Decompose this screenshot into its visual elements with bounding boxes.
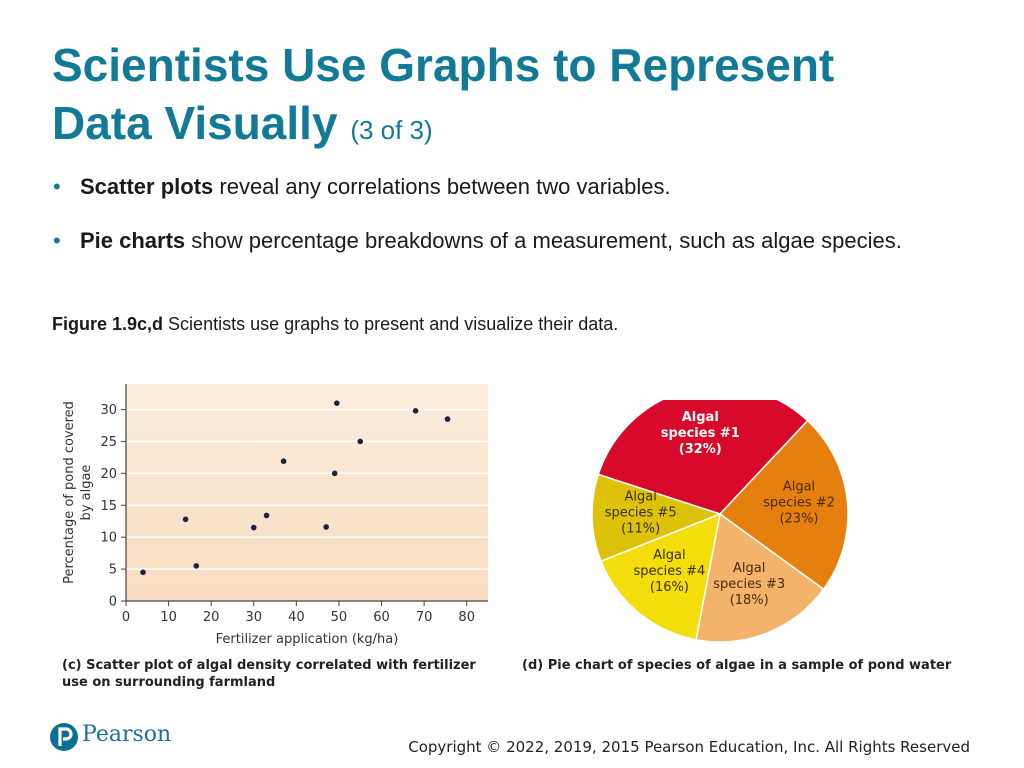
y-tick-label: 10 <box>100 531 117 546</box>
x-axis-label: Fertilizer application (kg/ha) <box>216 632 399 647</box>
scatter-point <box>412 408 419 414</box>
caption-scatter: (c) Scatter plot of algal density correl… <box>62 658 476 690</box>
scatter-point <box>323 524 329 530</box>
bullet-term: Pie charts <box>80 228 186 253</box>
caption-pie: (d) Pie chart of species of algae in a s… <box>522 658 952 673</box>
x-tick-label: 80 <box>458 610 475 625</box>
slide-title: Scientists Use Graphs to Represent Data … <box>52 36 972 159</box>
pie-slice-label: Algal species #4 (16%) <box>633 548 705 595</box>
slide-title-subtitle: (3 of 3) <box>350 115 433 145</box>
pie-slice-label: Algal species #3 (18%) <box>713 561 785 608</box>
scatter-point <box>331 470 338 477</box>
scatter-point <box>182 516 189 523</box>
scatter-point <box>193 563 200 569</box>
y-tick-label: 25 <box>100 435 117 450</box>
x-tick-label: 0 <box>122 610 130 625</box>
figure-caption: Figure 1.9c,d Scientists use graphs to p… <box>52 312 618 336</box>
pie-slice <box>695 512 825 643</box>
y-tick-label: 20 <box>100 467 117 482</box>
figure-caption-text: Scientists use graphs to present and vis… <box>163 314 619 334</box>
bullet-text: reveal any correlations between two vari… <box>213 174 671 199</box>
scatter-point <box>334 400 340 406</box>
scatter-point <box>140 569 146 576</box>
x-tick-label: 10 <box>160 610 177 625</box>
bullet-term: Scatter plots <box>80 174 214 199</box>
bullet-dot-icon: • <box>53 174 61 199</box>
bullet-text: show percentage breakdowns of a measurem… <box>185 228 902 253</box>
scatter-point <box>444 416 451 422</box>
y-tick-label: 0 <box>109 595 117 610</box>
pie-slice <box>591 473 723 563</box>
pie-slice <box>600 512 721 641</box>
pie-slice-label: Algal species #5 (11%) <box>605 489 677 536</box>
x-tick-label: 70 <box>416 610 433 625</box>
copyright-notice: Copyright © 2022, 2019, 2015 Pearson Edu… <box>408 738 970 756</box>
pie-slice <box>718 419 849 591</box>
x-tick-label: 40 <box>288 610 305 625</box>
pie-slice-label: Algal species #1 (32%) <box>661 410 740 457</box>
y-tick-label: 30 <box>100 403 117 418</box>
bullet-scatter-plots: • Scatter plots reveal any correlations b… <box>52 172 952 202</box>
bullet-list: • Scatter plots reveal any correlations b… <box>52 172 952 256</box>
x-tick-label: 20 <box>203 610 220 625</box>
pie-slice <box>597 400 809 515</box>
slide-title-line2: Data Visually <box>52 97 338 149</box>
scatter-point <box>357 438 364 445</box>
scatter-point <box>263 512 270 519</box>
slide-title-line1: Scientists Use Graphs to Represent <box>52 39 835 91</box>
scatter-point <box>280 458 287 465</box>
pearson-logo-icon <box>50 723 78 751</box>
x-tick-label: 50 <box>331 610 348 625</box>
bullet-pie-charts: • Pie charts show percentage breakdowns o… <box>52 226 952 256</box>
y-axis-label: Percentage of pond covered by algae <box>62 401 94 584</box>
y-tick-label: 15 <box>100 499 117 514</box>
scatter-point <box>250 524 257 531</box>
scatter-plot: 0 5 10 15 20 25 30 0 10 20 30 40 50 60 70 80 Fertilizer … <box>62 384 488 647</box>
figure-number: Figure 1.9c,d <box>52 314 164 334</box>
x-tick-label: 30 <box>245 610 262 625</box>
x-tick-label: 60 <box>373 610 390 625</box>
pie-chart: Algal species #1 (32%) Algal species #2 (23%)… <box>591 400 849 643</box>
bullet-dot-icon: • <box>53 228 61 253</box>
plot-area <box>126 384 488 601</box>
pie-slice-label: Algal species #2 (23%) <box>763 480 835 527</box>
pearson-logo-text: Pearson <box>82 722 172 747</box>
y-tick-label: 5 <box>109 563 117 578</box>
